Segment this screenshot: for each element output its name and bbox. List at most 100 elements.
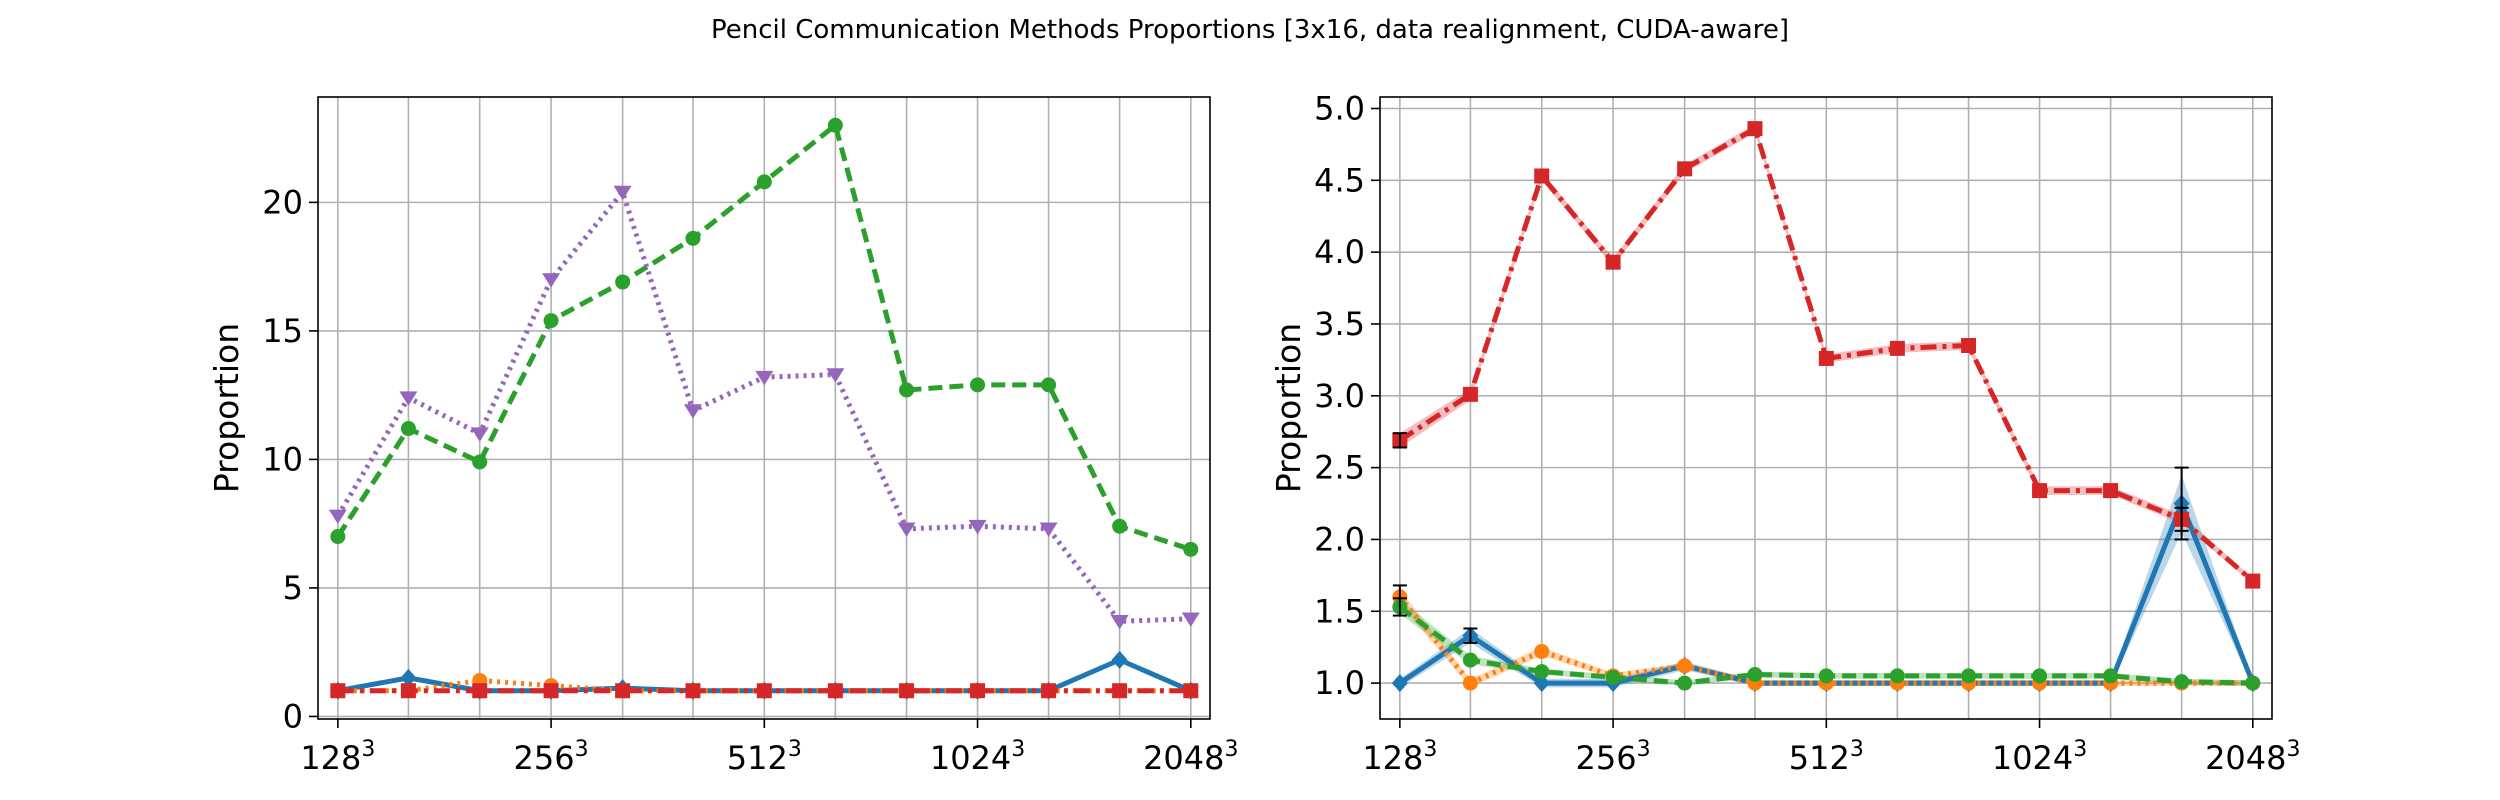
data-point — [1677, 658, 1693, 674]
data-point — [1605, 669, 1621, 685]
data-point — [1533, 674, 1550, 693]
y-tick-label: 0 — [283, 697, 303, 735]
data-point — [899, 382, 915, 398]
y-tick-label: 1.0 — [1314, 664, 1365, 702]
data-point — [1818, 668, 1834, 684]
y-axis: 0 5 10 15 20 — [262, 183, 318, 735]
data-point — [826, 368, 845, 383]
data-point — [2103, 668, 2119, 684]
data-point — [2032, 483, 2048, 499]
series-3 — [330, 683, 1199, 699]
x-tick-label: 5123 — [727, 737, 802, 777]
error-bar — [1392, 432, 1407, 449]
data-point — [756, 683, 772, 699]
data-point — [615, 683, 631, 699]
y-tick-label: 4.5 — [1314, 161, 1365, 199]
data-point — [1677, 675, 1693, 691]
data-point — [1041, 377, 1057, 393]
data-point — [400, 421, 416, 437]
data-point — [970, 683, 986, 699]
series-2 — [1392, 597, 2261, 691]
y-tick-label: 1.5 — [1314, 592, 1365, 630]
data-point — [756, 174, 772, 190]
y-axis-label: Proportion — [207, 323, 246, 493]
data-point — [543, 313, 559, 329]
data-point — [1181, 612, 1200, 627]
x-tick-label: 20483 — [1143, 737, 1238, 777]
data-point — [1041, 683, 1057, 699]
data-point — [1534, 664, 1550, 680]
data-point — [2174, 674, 2190, 690]
y-tick-label: 2.5 — [1314, 449, 1365, 487]
y-tick-label: 5 — [283, 569, 303, 607]
data-point — [399, 391, 418, 406]
data-point — [1111, 650, 1128, 669]
y-tick-label: 20 — [262, 183, 303, 221]
data-point — [1889, 340, 1905, 356]
y-tick-label: 10 — [262, 440, 303, 478]
series-3 — [1392, 121, 2261, 589]
data-point — [1183, 683, 1199, 699]
data-point — [1534, 643, 1550, 659]
x-tick-label: 2563 — [514, 737, 589, 777]
data-point — [897, 522, 916, 537]
data-point — [685, 683, 701, 699]
data-point — [1961, 338, 1977, 354]
y-tick-label: 3.0 — [1314, 377, 1365, 415]
data-point — [1818, 350, 1834, 366]
data-point — [1889, 668, 1905, 684]
data-point — [755, 370, 774, 386]
figure-title: Pencil Communication Methods Proportions… — [711, 15, 1789, 45]
data-point — [1462, 386, 1478, 402]
data-point — [1961, 668, 1977, 684]
data-point — [2103, 483, 2119, 499]
data-point — [1391, 674, 1408, 693]
data-point — [2245, 675, 2261, 691]
data-point — [827, 117, 843, 133]
data-point — [1112, 683, 1128, 699]
data-point — [683, 404, 702, 419]
error-bar — [2174, 506, 2189, 532]
x-tick-label: 20483 — [2205, 737, 2300, 777]
grid — [1380, 97, 2272, 719]
data-point — [328, 509, 347, 525]
data-point — [400, 668, 417, 687]
data-point — [2245, 573, 2261, 589]
data-point — [543, 683, 559, 699]
x-axis: 1283 2563 5123 10243 20483 — [1362, 719, 2301, 777]
data-point — [472, 454, 488, 470]
error-bar — [1463, 627, 1478, 644]
error-bar — [1392, 597, 1407, 617]
data-point — [1183, 541, 1199, 557]
y-tick-label: 5.0 — [1314, 89, 1365, 127]
data-point — [970, 377, 986, 393]
y-tick-label: 2.0 — [1314, 520, 1365, 558]
x-tick-label: 5123 — [1789, 737, 1864, 777]
chart-left: 0 5 10 15 20 1283 2563 5123 10243 20483 Proportion — [207, 96, 1239, 777]
data-point — [1534, 168, 1550, 184]
x-tick-label: 2563 — [1576, 737, 1651, 777]
y-tick-label: 15 — [262, 312, 303, 350]
y-axis-label: Proportion — [1269, 323, 1308, 493]
data-point — [1112, 518, 1128, 534]
data-point — [1462, 675, 1478, 691]
data-point — [470, 427, 489, 442]
data-point — [1747, 666, 1763, 682]
data-point — [2032, 668, 2048, 684]
data-point — [1605, 254, 1621, 270]
y-axis: 1.0 1.5 2.0 2.5 3.0 3.5 4.0 4.5 5.0 — [1314, 89, 1380, 702]
series-4 — [328, 185, 1200, 630]
data-point — [827, 683, 843, 699]
data-point — [613, 185, 632, 201]
y-tick-label: 4.0 — [1314, 233, 1365, 271]
data-point — [1677, 161, 1693, 177]
data-point — [615, 274, 631, 290]
data-point — [330, 683, 346, 699]
x-axis: 1283 2563 5123 10243 20483 — [300, 719, 1239, 777]
series-2 — [330, 117, 1199, 557]
data-point — [1462, 652, 1478, 668]
y-tick-label: 3.5 — [1314, 305, 1365, 343]
